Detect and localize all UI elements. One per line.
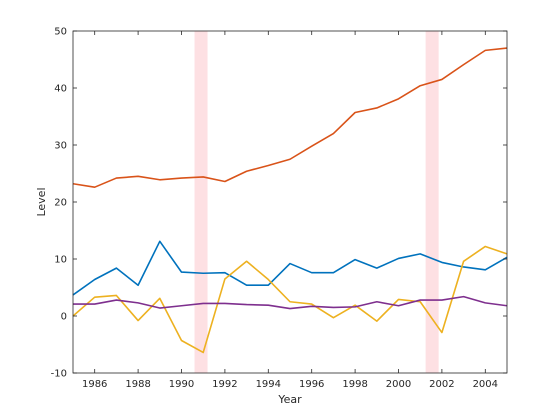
shaded-region-2 [425, 31, 439, 373]
x-axis-title: Year [277, 393, 302, 406]
series-line-2 [72, 47, 508, 188]
y-tick-label: -10 [51, 369, 67, 380]
x-tick-label: 2002 [429, 379, 454, 390]
x-tick-label: 1994 [256, 379, 281, 390]
x-axis-ticks: 1986 1988 1990 1992 1994 1996 1998 2000 2002 2004 [82, 31, 498, 390]
shaded-regions [194, 31, 439, 373]
y-axis-ticks: -10 0 10 20 30 40 50 [51, 27, 507, 380]
y-tick-label: 20 [54, 198, 67, 209]
series-line-3 [72, 245, 508, 354]
y-tick-label: 30 [54, 141, 67, 152]
series-lines [72, 47, 508, 354]
x-tick-label: 1992 [212, 379, 237, 390]
y-tick-label: 50 [54, 27, 67, 38]
y-tick-label: 40 [54, 84, 67, 95]
y-axis-title: Level [35, 187, 48, 216]
y-tick-label: 0 [61, 312, 67, 323]
series-line-4 [73, 295, 508, 310]
x-tick-label: 1990 [169, 379, 194, 390]
x-tick-label: 1986 [82, 379, 107, 390]
x-tick-label: 1996 [299, 379, 324, 390]
series-line-1 [72, 240, 508, 296]
y-tick-label: 10 [54, 255, 67, 266]
x-tick-label: 1988 [125, 379, 150, 390]
x-tick-label: 2000 [386, 379, 411, 390]
shaded-region-1 [194, 31, 208, 373]
x-tick-label: 1998 [342, 379, 367, 390]
x-tick-label: 2004 [473, 379, 498, 390]
